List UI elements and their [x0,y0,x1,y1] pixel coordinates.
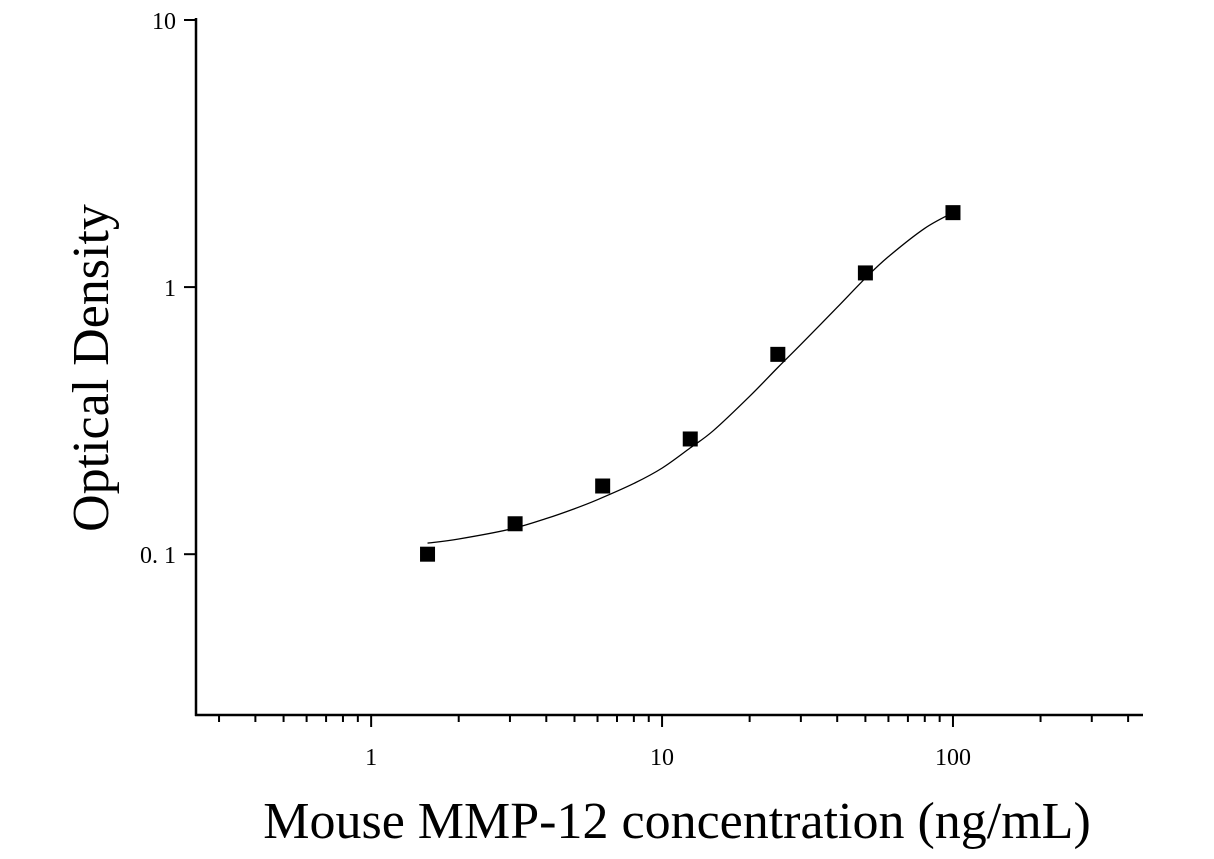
x-tick-label: 100 [935,745,971,771]
data-point [682,431,698,447]
axes [194,18,1143,717]
data-point [857,265,873,281]
fit-curve [427,212,954,544]
data-point [420,546,436,562]
y-axis-ticks: 0. 1 1 10 [140,9,196,569]
y-axis-title: Optical Density [63,204,120,532]
x-axis-ticks: 1 10 100 [218,715,1130,771]
x-tick-label: 1 [365,745,377,771]
data-point [507,516,523,532]
x-axis-title: Mouse MMP-12 concentration (ng/mL) [263,793,1091,850]
y-tick-label: 0. 1 [140,543,176,569]
data-points [420,205,961,562]
x-tick-label: 10 [650,745,674,771]
fit-curve-line [427,212,954,544]
y-tick-label: 1 [164,276,176,302]
data-point [595,478,611,494]
y-tick-label: 10 [152,9,176,35]
data-point [945,205,961,221]
data-point [770,346,786,362]
